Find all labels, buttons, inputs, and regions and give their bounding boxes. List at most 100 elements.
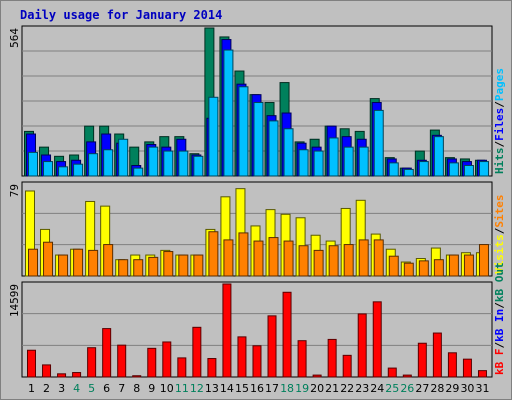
bar-kb-f-day-28 [432,332,442,378]
bar-kb-f-day-17 [267,315,277,378]
bar-pages-day-24 [373,109,384,177]
bar-sites-day-16 [253,240,264,277]
panel-bottom-max-label: 14599 [8,284,21,317]
legend-item: Hits [493,148,506,175]
bar-pages-day-20 [313,150,324,177]
x-tick-label: 15 [235,382,249,395]
legend-item: / [493,342,506,349]
x-tick-label: 26 [400,382,414,395]
bar-sites-day-5 [88,249,99,277]
bar-sites-day-7 [118,259,129,277]
bar-sites-day-24 [373,239,384,277]
bar-kb-f-day-9 [147,347,157,378]
x-tick-label: 9 [148,382,155,395]
x-tick-label: 25 [385,382,399,395]
bar-pages-day-10 [163,150,174,177]
bar-sites-day-30 [463,254,474,277]
bar-pages-day-28 [433,136,444,177]
bar-sites-day-10 [163,251,174,277]
x-tick-label: 6 [103,382,110,395]
legend-item: / [493,227,506,234]
bar-kb-f-day-10 [162,341,172,378]
bar-sites-day-21 [328,245,339,277]
bar-sites-day-12 [193,254,204,277]
bar-kb-f-day-8 [132,375,142,378]
bar-kb-f-day-29 [447,352,457,378]
bar-sites-day-2 [43,241,54,277]
bar-sites-day-29 [448,254,459,277]
x-tick-label: 16 [250,382,264,395]
bar-pages-day-8 [133,167,144,177]
x-tick-label: 10 [160,382,174,395]
x-tick-label: 21 [325,382,339,395]
legend-item: Visits [493,234,506,274]
bar-pages-day-13 [208,96,219,177]
x-tick-label: 7 [118,382,125,395]
bar-pages-day-3 [58,166,69,177]
bar-kb-f-day-5 [87,347,97,378]
legend-item: kB F [493,349,506,376]
bar-kb-f-day-21 [327,338,337,378]
bar-kb-f-day-23 [357,313,367,378]
bar-pages-day-18 [283,128,294,177]
bar-kb-f-day-2 [42,364,52,378]
bar-kb-f-day-18 [282,291,292,378]
x-tick-label: 1 [28,382,35,395]
bar-sites-day-6 [103,244,114,277]
bar-pages-day-27 [418,161,429,177]
bar-pages-day-26 [403,168,414,177]
bar-kb-f-day-1 [27,349,36,378]
series-pages [28,49,489,177]
legend-item: / [493,141,506,148]
x-tick-label: 30 [460,382,474,395]
bar-pages-day-23 [358,146,369,177]
bar-pages-day-30 [463,165,474,177]
bar-kb-f-day-19 [297,340,307,378]
bar-kb-f-day-16 [252,345,262,378]
bar-kb-f-day-13 [207,358,217,378]
legend-item: Files [493,108,506,141]
x-tick-label: 14 [220,382,234,395]
panel-middle-legend: Visits/Sites [493,195,506,275]
bar-kb-f-day-14 [222,283,232,378]
legend-item: / [493,302,506,309]
bar-pages-day-1 [28,151,38,177]
x-tick-label: 17 [265,382,279,395]
chart-panels: 564Hits/Files/Pages79Visits/Sites14599kB… [8,25,506,378]
bar-sites-day-18 [283,240,294,277]
x-tick-label: 23 [355,382,369,395]
bar-sites-day-1 [28,248,38,277]
bar-pages-day-19 [298,149,309,177]
bar-pages-day-11 [178,150,189,177]
bar-pages-day-16 [253,102,264,177]
x-tick-label: 24 [370,382,384,395]
bar-kb-f-day-20 [312,374,322,378]
bar-kb-f-day-7 [117,344,127,378]
panel-top-max-label: 564 [8,28,21,48]
bar-sites-day-8 [133,259,144,277]
x-tick-label: 13 [205,382,219,395]
bar-kb-f-day-24 [372,301,382,378]
bar-pages-day-22 [343,146,354,177]
x-tick-label: 8 [133,382,140,395]
panel-middle-max-label: 79 [8,184,21,197]
bar-kb-f-day-26 [402,374,412,378]
legend-item: Sites [493,195,506,228]
x-tick-label: 28 [430,382,444,395]
bar-kb-f-day-25 [387,367,397,378]
bar-sites-day-4 [73,248,84,277]
bar-pages-day-17 [268,120,279,177]
bar-pages-day-2 [43,161,54,177]
bar-pages-day-21 [328,137,339,177]
x-axis-day-labels: 1 2 3 4 5 6 7 8 9 10 11 12 13 14 15 16 17 18 19 20 21 22 23 24 2… [28,382,489,395]
x-tick-label: 11 [175,382,189,395]
bar-pages-day-15 [238,86,249,177]
bar-sites-day-31 [478,244,489,277]
x-tick-label: 31 [475,382,489,395]
bar-kb-f-day-4 [72,372,82,378]
bar-pages-day-5 [88,153,99,177]
legend-item: kB Out [493,262,506,302]
